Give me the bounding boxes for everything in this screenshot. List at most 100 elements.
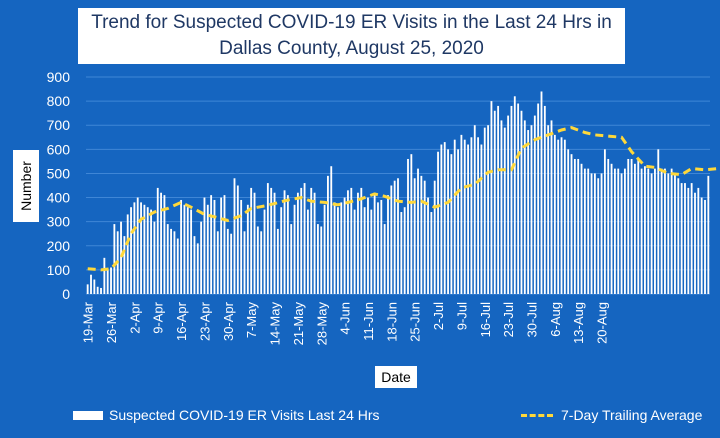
bar xyxy=(483,127,486,294)
x-tick-label: 26-Mar xyxy=(104,301,119,343)
bar xyxy=(603,149,606,294)
bar xyxy=(677,178,680,294)
bar xyxy=(397,178,399,294)
bar xyxy=(530,125,533,294)
chart-title-line-1: Trend for Suspected COVID-19 ER Visits i… xyxy=(91,12,612,33)
bar xyxy=(160,192,162,294)
bar xyxy=(156,187,159,294)
x-tick-label: 25-Jun xyxy=(408,302,423,342)
chart-title-line-2: Dallas County, August 25, 2020 xyxy=(219,38,484,59)
bar xyxy=(634,163,636,294)
bar xyxy=(327,175,329,294)
legend-bar-swatch xyxy=(73,411,103,420)
bar xyxy=(230,233,233,294)
bar xyxy=(86,284,89,294)
bar xyxy=(583,168,586,294)
bar xyxy=(400,212,403,294)
bar xyxy=(650,173,653,294)
x-tick-label: 16-Apr xyxy=(174,301,189,341)
bar xyxy=(493,110,496,294)
trend-line-series xyxy=(87,126,720,272)
bar xyxy=(407,158,409,294)
bar xyxy=(377,202,379,294)
bar xyxy=(447,149,449,294)
bar xyxy=(537,103,540,295)
bar xyxy=(170,228,173,294)
bar xyxy=(443,142,446,294)
bar xyxy=(176,238,179,294)
bar xyxy=(106,269,109,294)
bar xyxy=(153,221,156,294)
bar xyxy=(647,168,650,294)
bar xyxy=(333,202,336,294)
bar xyxy=(510,105,513,295)
bar xyxy=(707,175,710,294)
bar xyxy=(103,257,106,294)
chart-title-box: Trend for Suspected COVID-19 ER Visits i… xyxy=(78,8,625,64)
bar xyxy=(513,96,516,294)
bar xyxy=(437,151,439,294)
bar xyxy=(457,149,459,294)
x-tick-label: 6-Aug xyxy=(548,302,563,337)
bar xyxy=(320,226,323,294)
bar xyxy=(283,190,286,294)
bar xyxy=(460,134,463,294)
bar xyxy=(367,197,369,294)
bar xyxy=(473,125,476,294)
bar xyxy=(507,115,510,294)
bar xyxy=(680,183,683,294)
bar xyxy=(440,144,443,294)
bar xyxy=(577,158,580,294)
bar xyxy=(350,187,353,294)
bar xyxy=(450,154,453,294)
bar xyxy=(150,209,152,294)
bar xyxy=(667,173,670,294)
bar xyxy=(226,228,229,294)
bar xyxy=(620,173,623,294)
bar xyxy=(387,195,389,294)
bar xyxy=(684,183,686,294)
bar xyxy=(166,224,169,294)
bar xyxy=(467,144,469,294)
bar xyxy=(567,149,570,294)
bar-series xyxy=(86,91,710,295)
bar xyxy=(280,207,283,294)
y-axis-label: Number xyxy=(18,161,35,211)
bar xyxy=(206,204,209,294)
bar xyxy=(173,231,176,294)
bar xyxy=(293,204,296,294)
bar xyxy=(353,209,356,294)
bar xyxy=(550,120,553,295)
bar xyxy=(143,204,146,294)
bar xyxy=(533,115,536,294)
bar xyxy=(136,197,139,294)
bar xyxy=(477,137,480,294)
bar xyxy=(690,183,693,294)
bar xyxy=(337,207,339,294)
bar xyxy=(273,192,276,294)
bar xyxy=(213,199,216,294)
bar xyxy=(700,197,703,294)
bar xyxy=(270,187,273,294)
bar xyxy=(517,103,520,295)
bar xyxy=(674,173,676,294)
bar xyxy=(357,192,359,294)
bar xyxy=(126,214,129,294)
bar xyxy=(360,187,363,294)
x-tick-label: 9-Apr xyxy=(151,301,166,333)
bar xyxy=(630,158,633,294)
bar xyxy=(96,286,99,294)
x-tick-label: 30-Jul xyxy=(525,302,540,338)
bar xyxy=(140,202,142,294)
bar xyxy=(146,207,149,294)
bar xyxy=(417,168,419,294)
bar xyxy=(610,163,613,294)
bar xyxy=(687,187,690,294)
bar xyxy=(306,209,309,294)
bar xyxy=(110,267,112,294)
bar xyxy=(190,209,193,294)
bar xyxy=(260,231,263,294)
bar xyxy=(246,204,249,294)
bar xyxy=(380,199,383,294)
